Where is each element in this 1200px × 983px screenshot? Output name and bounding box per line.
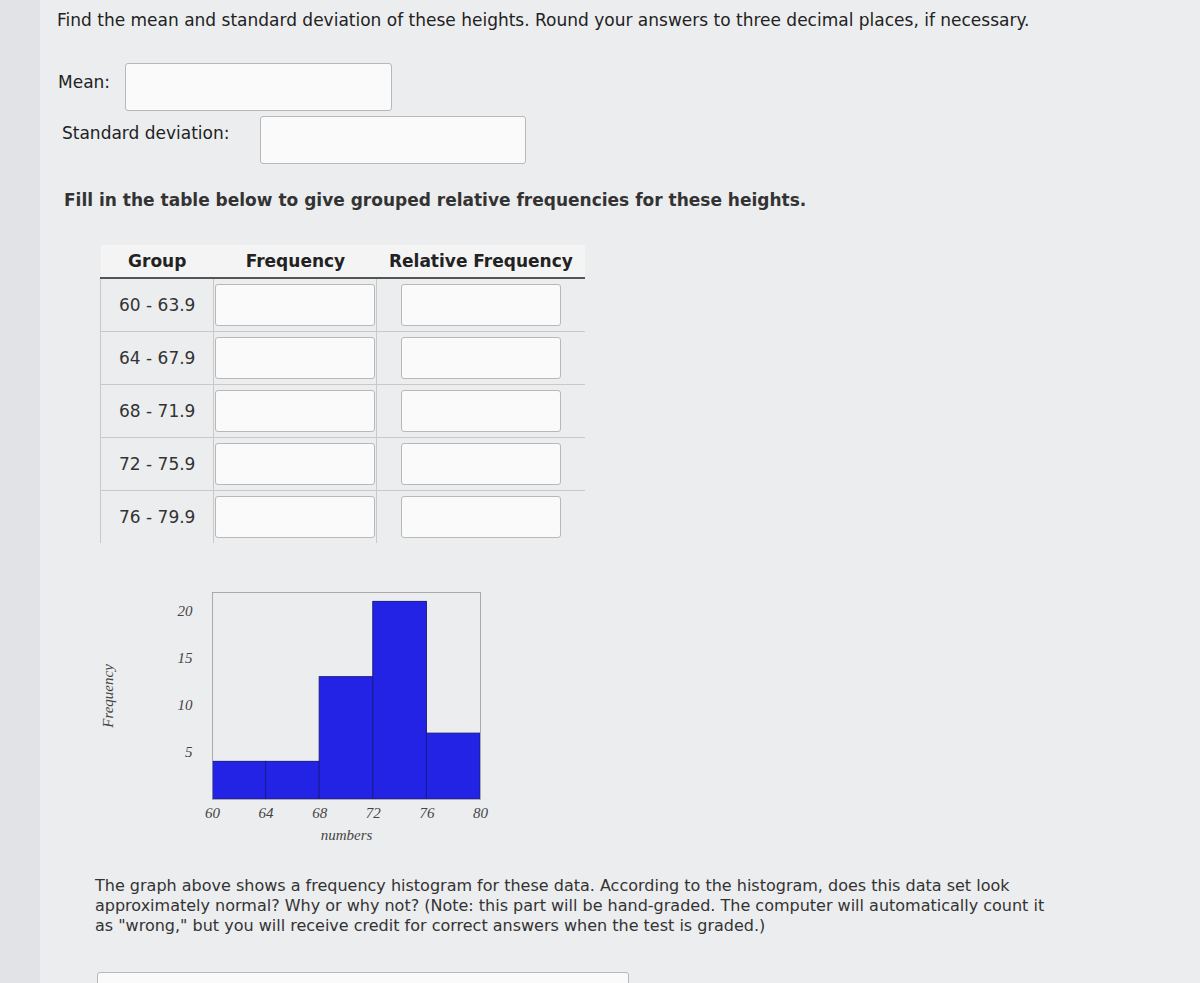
html-text:Frequency: Frequency — [245, 251, 346, 271]
svg-text:60: 60 — [205, 805, 221, 821]
svg-text:Frequency: Frequency — [100, 664, 116, 729]
svg-text:72: 72 — [366, 805, 382, 821]
html-text:Group: Group — [128, 251, 187, 271]
svg-text:68: 68 — [312, 805, 328, 821]
html-text:72 - 75.9: 72 - 75.9 — [119, 454, 196, 474]
html-text:Find the mean and standard dev: Find the mean and standard deviation of … — [57, 10, 1030, 30]
html-text:Mean:: Mean: — [58, 72, 110, 92]
html-text:64 - 67.9: 64 - 67.9 — [119, 348, 196, 368]
svg-text:5: 5 — [185, 744, 193, 760]
svg-text:20: 20 — [178, 603, 194, 619]
svg-text:76: 76 — [419, 805, 435, 821]
svg-text:15: 15 — [178, 650, 194, 666]
html-text:Relative Frequency: Relative Frequency — [388, 251, 573, 271]
svg-text:80: 80 — [473, 805, 489, 821]
html-text:68 - 71.9: 68 - 71.9 — [119, 401, 196, 421]
html-text:The graph above shows a freque: The graph above shows a frequency histog… — [95, 876, 1045, 935]
html-text:Fill in the table below to giv: Fill in the table below to give grouped … — [64, 190, 807, 210]
svg-text:64: 64 — [259, 805, 275, 821]
html-text:60 - 63.9: 60 - 63.9 — [119, 295, 196, 315]
html-text:76 - 79.9: 76 - 79.9 — [119, 507, 196, 527]
svg-text:numbers: numbers — [321, 827, 373, 843]
html-text:Standard deviation:: Standard deviation: — [62, 123, 230, 143]
svg-text:10: 10 — [178, 697, 194, 713]
